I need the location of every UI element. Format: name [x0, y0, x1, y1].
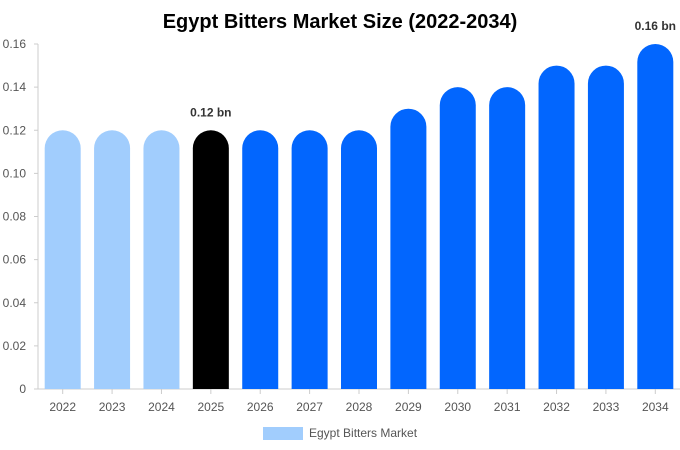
x-tick-label-2029: 2029: [395, 400, 422, 414]
bar-2027: [291, 130, 328, 390]
y-tick-label: 0.10: [3, 166, 27, 180]
x-tick-label-2026: 2026: [247, 400, 274, 414]
bar-2031: [489, 87, 526, 389]
y-tick-label: 0.02: [3, 339, 27, 353]
x-tick-label-2027: 2027: [296, 400, 323, 414]
bar-2029: [390, 108, 427, 389]
y-tick-label: 0.12: [3, 123, 27, 137]
x-tick-label-2028: 2028: [346, 400, 373, 414]
y-tick-label: 0.16: [3, 37, 27, 51]
legend-label: Egypt Bitters Market: [309, 426, 418, 440]
x-tick-label-2033: 2033: [593, 400, 620, 414]
x-tick-label-2024: 2024: [148, 400, 175, 414]
x-tick-label-2023: 2023: [99, 400, 126, 414]
x-tick-label-2032: 2032: [543, 400, 570, 414]
x-tick-label-2031: 2031: [494, 400, 521, 414]
y-tick-label: 0.04: [3, 296, 27, 310]
legend-swatch: [263, 427, 303, 440]
y-tick-label: 0.06: [3, 253, 27, 267]
bar-2034: [637, 44, 674, 389]
bar-2030: [439, 87, 476, 389]
y-tick-label: 0.14: [3, 80, 27, 94]
chart-title: Egypt Bitters Market Size (2022-2034): [163, 11, 518, 33]
data-label-2025: 0.12 bn: [190, 105, 231, 119]
bar-2032: [538, 65, 575, 389]
legend: Egypt Bitters Market: [263, 426, 418, 440]
bar-2024: [143, 130, 180, 390]
x-tick-label-2022: 2022: [49, 400, 76, 414]
bar-2026: [242, 130, 279, 390]
bars: [44, 44, 674, 390]
data-label-2034: 0.16 bn: [635, 19, 676, 33]
bar-2033: [587, 65, 624, 389]
x-tick-label-2034: 2034: [642, 400, 669, 414]
y-tick-label: 0: [19, 382, 26, 396]
bar-2028: [341, 130, 377, 390]
x-tick-label-2025: 2025: [197, 400, 224, 414]
bar-2023: [94, 130, 131, 390]
x-tick-label-2030: 2030: [444, 400, 471, 414]
bar-2022: [44, 130, 81, 390]
y-tick-label: 0.08: [3, 210, 27, 224]
bar-2025: [192, 130, 229, 390]
data-labels: 0.12 bn 0.16 bn: [190, 19, 676, 119]
axes: 0 0.02 0.04 0.06 0.08 0.10 0.12 0.14 0.16 2022 202…: [3, 37, 680, 414]
